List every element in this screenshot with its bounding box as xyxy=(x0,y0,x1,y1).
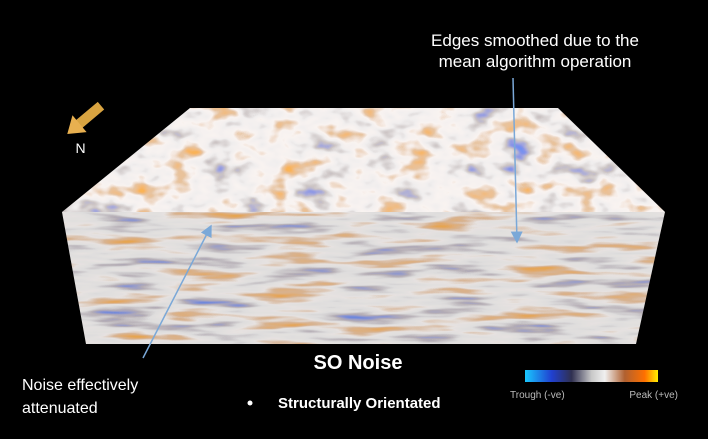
colorbar xyxy=(525,370,658,382)
bullet-text: Structurally Orientated xyxy=(278,395,441,412)
annotation: mean algorithm operation xyxy=(439,52,632,71)
bullet-dot xyxy=(247,400,253,406)
title: SO Noise xyxy=(314,352,403,374)
annotation: Edges smoothed due to the xyxy=(431,31,639,50)
arrow xyxy=(142,224,212,359)
cube-shade xyxy=(62,212,665,344)
seismic-cube xyxy=(62,108,665,344)
arrow xyxy=(510,77,523,244)
legend-label: Peak (+ve) xyxy=(629,390,678,401)
annotation: Noise effectively xyxy=(22,377,138,394)
annotation: attenuated xyxy=(22,400,98,417)
cube-top xyxy=(62,108,665,212)
compass-arrow xyxy=(74,101,105,129)
compass-head xyxy=(67,115,87,134)
compass-label: N xyxy=(76,140,86,156)
compass: N xyxy=(67,101,105,156)
legend-label: Trough (-ve) xyxy=(510,390,565,401)
cube-front xyxy=(62,212,665,344)
